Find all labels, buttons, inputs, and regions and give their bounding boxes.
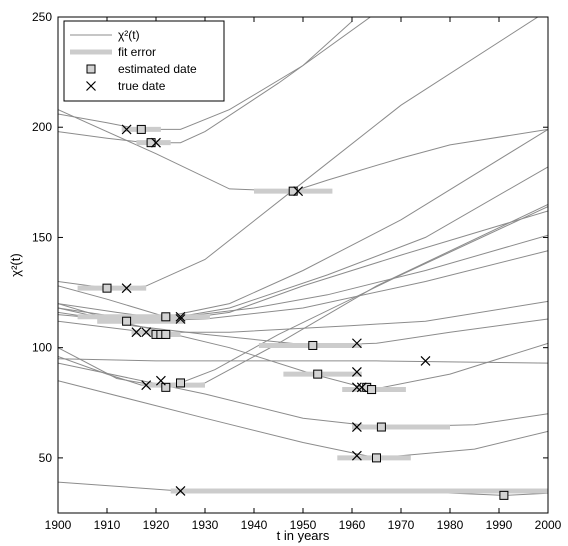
x-tick-label: 1970 [388, 518, 415, 532]
estimated-date-marker-15 [176, 378, 185, 388]
x-tick-label: 1950 [290, 518, 317, 532]
legend-label-chi: χ²(t) [118, 28, 140, 42]
fit-error-layer [77, 126, 548, 494]
true-date-marker-3 [293, 186, 304, 197]
estimated-date-marker-6 [122, 316, 132, 326]
estimated-date-marker-9 [161, 329, 171, 339]
chi2-curve-17 [58, 380, 548, 459]
estimated-date-marker-2 [146, 138, 156, 148]
true-date-marker-8 [141, 327, 152, 338]
x-tick-label: 1990 [486, 518, 513, 532]
true-date-marker-7 [131, 327, 142, 338]
y-tick-label: 50 [39, 451, 53, 465]
true-date-marker-1 [121, 124, 132, 135]
legend-swatch-square [86, 64, 96, 74]
estimated-date-marker-3 [288, 186, 298, 196]
x-tick-label: 2000 [535, 518, 562, 532]
true-date-marker-15 [155, 375, 166, 386]
estimated-date-marker-5 [161, 312, 171, 322]
true-date-marker-16 [351, 422, 362, 432]
x-tick-label: 1920 [143, 518, 170, 532]
y-tick-label: 150 [32, 230, 52, 244]
true-date-marker-2 [151, 137, 161, 148]
true-date-marker-6 [175, 314, 186, 324]
true-date-marker-9 [351, 338, 362, 349]
x-tick-label: 1980 [437, 518, 464, 532]
true-date-layer [121, 124, 431, 496]
axis-ticks: 1900 1910 1920 1930 1940 1950 1960 1970 1980 1990… [32, 10, 562, 532]
chi2-curve-6 [58, 166, 548, 320]
estimated-date-layer [102, 124, 509, 500]
true-date-marker-5 [175, 311, 186, 322]
chi2-curve-2 [58, 17, 372, 144]
legend-label-est: estimated date [118, 62, 197, 76]
estimated-date-marker-11 [313, 369, 323, 379]
estimated-date-marker-18 [499, 490, 509, 500]
x-tick-label: 1960 [339, 518, 366, 532]
x-tick-label: 1930 [192, 518, 219, 532]
estimated-date-marker-17 [372, 453, 381, 463]
true-date-marker-12 [351, 382, 362, 393]
estimated-date-marker-14 [161, 382, 171, 392]
true-date-marker-10 [351, 366, 362, 377]
x-tick-label: 1940 [241, 518, 268, 532]
x-tick-label: 1910 [94, 518, 121, 532]
chi2-curve-15 [58, 206, 548, 386]
x-tick-label: 1900 [45, 518, 72, 532]
true-date-marker-18 [175, 486, 186, 496]
estimated-date-marker-13 [367, 385, 377, 395]
legend-label-fit: fit error [118, 45, 156, 59]
y-tick-label: 250 [32, 10, 52, 24]
legend-swatch-x [86, 81, 96, 91]
chi2-curve-13 [58, 358, 548, 364]
chi2-curve-3 [58, 109, 548, 192]
y-tick-label: 100 [32, 341, 52, 355]
true-date-marker-13 [356, 382, 367, 393]
y-tick-label: 200 [32, 120, 52, 134]
y-axis-label: χ²(t) [8, 253, 23, 276]
true-date-marker-14 [141, 380, 152, 391]
estimated-date-marker-10 [308, 340, 318, 350]
legend-label-true: true date [118, 79, 166, 93]
legend-box [63, 20, 225, 102]
chi2-curve-5 [58, 128, 548, 318]
estimated-date-marker-16 [376, 422, 386, 432]
legend: χ²(t) fit error estimated date true date [63, 20, 225, 102]
true-date-marker-11 [420, 355, 431, 366]
x-axis-label: t in years [277, 528, 330, 543]
true-date-marker-4 [121, 283, 132, 294]
estimated-date-marker-4 [102, 283, 112, 293]
estimated-date-marker-1 [136, 124, 146, 134]
chi2-curve-16 [58, 362, 548, 428]
true-date-marker-17 [351, 450, 362, 461]
